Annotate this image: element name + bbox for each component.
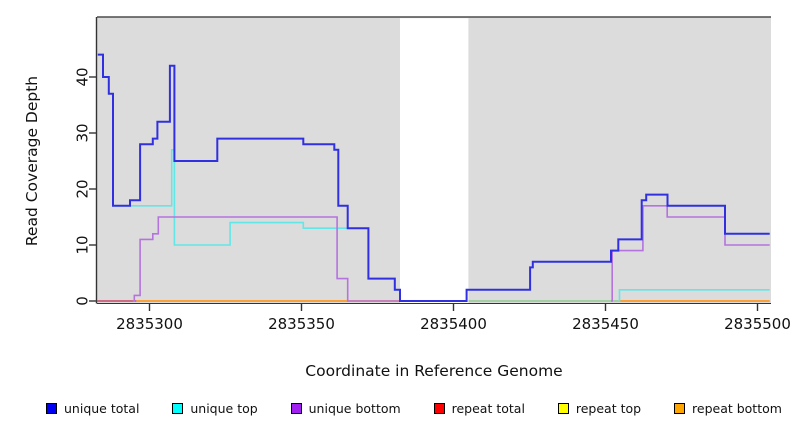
legend: unique total unique top unique bottom re… xyxy=(0,397,792,419)
y-tick-label: 30 xyxy=(74,123,92,142)
masked-region xyxy=(399,18,469,303)
legend-label-unique-top: unique top xyxy=(190,400,258,416)
x-tick-label: 2835500 xyxy=(724,315,791,333)
legend-label-repeat-top: repeat top xyxy=(575,400,642,416)
series-unique-bottom-path xyxy=(132,216,400,302)
legend-label-unique-bottom: unique bottom xyxy=(308,400,401,416)
legend-swatch-repeat-top xyxy=(557,402,569,414)
legend-label-repeat-total: repeat total xyxy=(451,400,525,416)
x-axis-title: Coordinate in Reference Genome xyxy=(305,362,563,380)
y-tick-label: 0 xyxy=(74,296,92,306)
coverage-plot: 0 10 20 30 40 2835300 2835350 2835400 2835450 283… xyxy=(74,16,791,333)
legend-item-unique-total: unique total xyxy=(46,401,139,416)
x-tick-label: 2835400 xyxy=(420,315,487,333)
legend-swatch-unique-bottom xyxy=(290,402,302,414)
legend-swatch-repeat-total xyxy=(433,402,445,414)
legend-item-unique-bottom: unique bottom xyxy=(290,400,401,416)
legend-swatch-unique-top xyxy=(172,402,184,414)
y-tick-label: 40 xyxy=(74,67,92,86)
series-unique-total-path xyxy=(97,53,770,302)
x-tick-label: 2835300 xyxy=(116,315,183,333)
legend-swatch-unique-total xyxy=(46,402,57,414)
x-tick-label: 2835350 xyxy=(268,315,335,333)
legend-item-repeat-top: repeat top xyxy=(557,400,642,416)
legend-swatch-repeat-bottom xyxy=(674,402,686,414)
legend-item-repeat-total: repeat total xyxy=(433,400,525,416)
x-tick-label: 2835450 xyxy=(572,315,639,333)
y-axis-title: Read Coverage Depth xyxy=(23,75,41,247)
legend-item-unique-top: unique top xyxy=(172,400,258,416)
series-unique-top-path xyxy=(618,289,770,302)
y-tick-label: 20 xyxy=(74,179,92,198)
legend-label-repeat-bottom: repeat bottom xyxy=(692,400,782,416)
y-tick-label: 10 xyxy=(74,235,92,254)
legend-item-repeat-bottom: repeat bottom xyxy=(674,401,782,416)
legend-label-unique-total: unique total xyxy=(64,400,140,416)
